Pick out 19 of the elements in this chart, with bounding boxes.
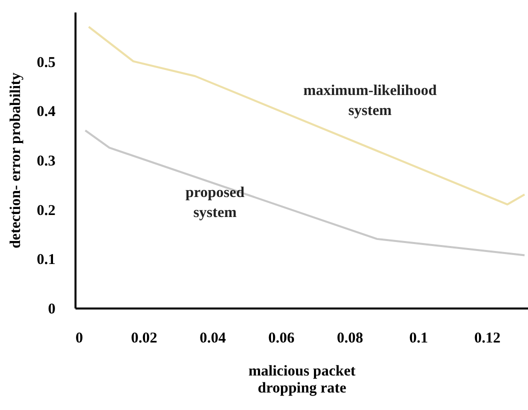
- x-tick-label: 0: [76, 330, 83, 346]
- y-tick-label: 0.4: [36, 104, 56, 120]
- x-tick-label: 0.12: [474, 330, 500, 346]
- x-axis-title: malicious packet dropping rate: [248, 364, 356, 396]
- y-tick-label: 0.3: [36, 154, 56, 170]
- y-tick-label: 0.5: [36, 54, 56, 71]
- y-tick-label: 0: [48, 302, 56, 318]
- x-tick-label: 0.06: [268, 330, 296, 346]
- y-tick-label: 0.1: [36, 252, 56, 268]
- series-label: proposed system: [186, 185, 246, 221]
- x-tick-label: 0.08: [336, 330, 364, 346]
- series-label: maximum-likelihood system: [303, 83, 438, 119]
- x-tick-label: 0.02: [131, 330, 158, 346]
- line-series: [88, 26, 526, 206]
- x-tick-label: 0.04: [200, 330, 226, 346]
- x-tick-label: 0.1: [409, 330, 428, 346]
- y-tick-label: 0.2: [36, 202, 56, 219]
- line-series: [84, 129, 526, 256]
- y-axis-title: detection- error probability: [8, 72, 24, 248]
